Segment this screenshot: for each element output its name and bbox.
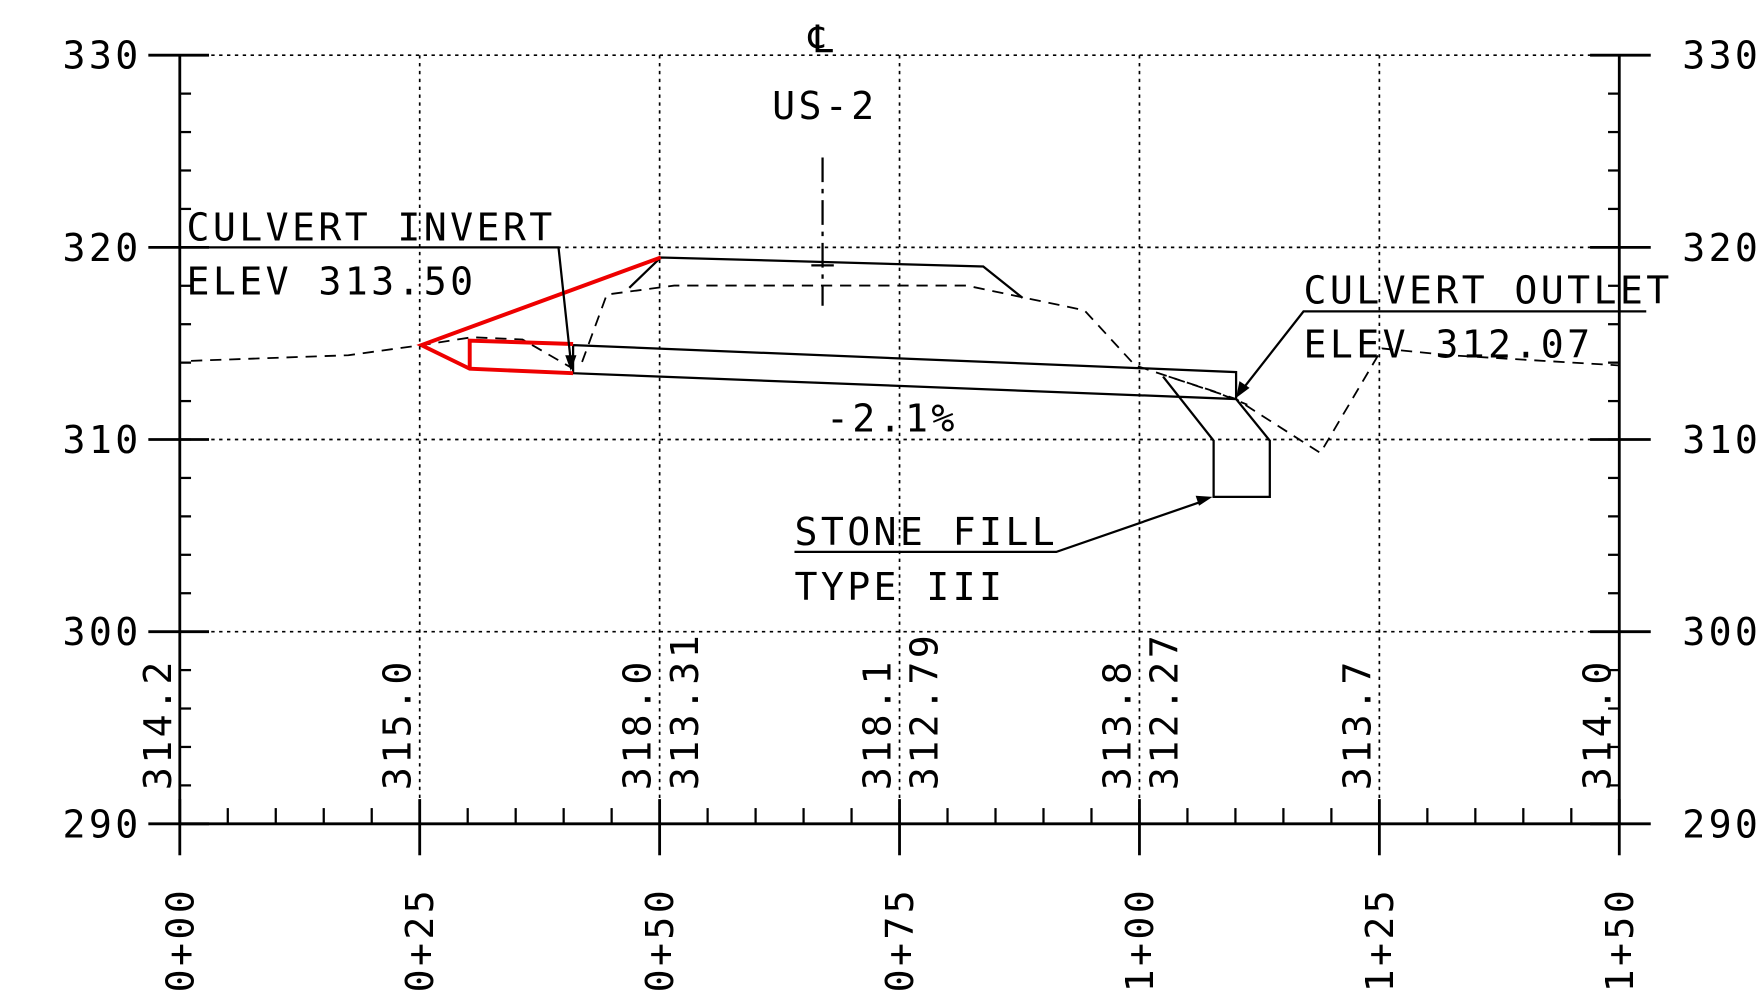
proposed-elevation: 313.31 — [664, 632, 708, 790]
stone-fill — [1162, 375, 1271, 498]
profile-geometry — [179, 157, 1647, 554]
arrowhead — [1195, 495, 1213, 506]
y-tick-label: 310 — [1682, 419, 1761, 463]
annotation: CULVERT INVERT — [187, 207, 556, 251]
existing-elevation: 315.0 — [377, 658, 421, 790]
existing-elevation: 314.2 — [137, 658, 181, 790]
y-tick-label: 290 — [62, 803, 141, 847]
y-tick-label: 300 — [62, 611, 141, 655]
existing-elevation: 318.0 — [617, 658, 661, 790]
x-tick-label: 0+00 — [159, 887, 203, 992]
proposed-elevation: 312.79 — [904, 632, 948, 790]
y-tick-label: 310 — [62, 419, 141, 463]
annotation: STONE FILL — [794, 511, 1058, 555]
existing-elevation: 318.1 — [857, 658, 901, 790]
y-tick-label: 300 — [1682, 611, 1761, 655]
x-tick-label: 0+50 — [639, 887, 683, 992]
annotation: ELEV 313.50 — [187, 261, 477, 305]
arrowhead — [1236, 381, 1250, 398]
x-tick-label: 1+25 — [1359, 887, 1403, 992]
existing-ground — [581, 284, 1619, 455]
annotation: TYPE III — [794, 566, 1005, 610]
y-tick-label: 320 — [62, 227, 141, 271]
y-tick-label: 290 — [1682, 803, 1761, 847]
headwall — [416, 255, 662, 376]
headwall — [467, 338, 574, 369]
grade-label: -2.1% — [826, 398, 958, 442]
x-tick-label: 0+75 — [879, 887, 923, 992]
x-tick-label: 1+00 — [1119, 887, 1163, 992]
centerline-label: US-2 — [772, 85, 877, 129]
existing-elevation: 314.0 — [1576, 658, 1620, 790]
existing-ground — [191, 336, 574, 370]
leader — [1241, 310, 1647, 390]
culvert — [571, 343, 1238, 401]
annotation: ELEV 312.07 — [1304, 323, 1594, 367]
y-tick-label: 330 — [1682, 35, 1761, 79]
existing-ground — [1168, 375, 1248, 406]
leader — [794, 500, 1203, 554]
y-tick-label: 330 — [62, 35, 141, 79]
y-tick-label: 320 — [1682, 227, 1761, 271]
x-tick-label: 0+25 — [399, 887, 443, 992]
x-tick-label: 1+50 — [1599, 887, 1643, 992]
existing-elevation: 313.8 — [1096, 658, 1140, 790]
proposed-elevation: 312.27 — [1144, 632, 1188, 790]
road-profile — [628, 256, 1024, 299]
arrowhead — [565, 355, 577, 371]
existing-elevation: 313.7 — [1336, 658, 1380, 790]
annotation: CULVERT OUTLET — [1304, 270, 1673, 314]
